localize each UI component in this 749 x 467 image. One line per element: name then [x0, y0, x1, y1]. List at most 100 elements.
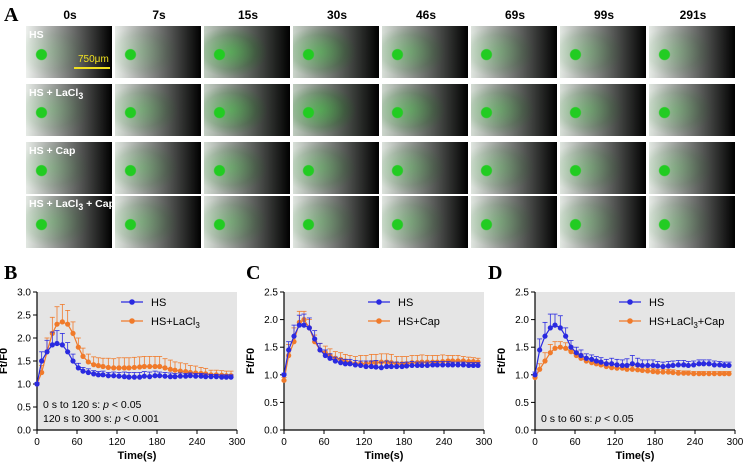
x-tick-label: 240 [189, 437, 206, 448]
legend-label: HS [649, 297, 664, 309]
legend-marker [627, 318, 633, 324]
series-blue [34, 330, 234, 387]
data-point [721, 362, 727, 369]
data-point [187, 373, 193, 379]
x-axis-label: Time(s) [118, 450, 157, 462]
data-point [696, 361, 702, 367]
fluorescence-image [649, 142, 735, 194]
data-point [685, 370, 691, 376]
data-point [105, 373, 111, 379]
data-point [157, 363, 163, 370]
y-tick-label: 1.5 [264, 343, 278, 354]
data-point [296, 322, 302, 328]
plot-area [37, 292, 237, 430]
time-label: 30s [326, 8, 348, 22]
x-tick-label: 120 [356, 437, 373, 448]
data-point [706, 371, 712, 377]
data-point [639, 362, 645, 369]
data-point [655, 369, 661, 375]
data-point [434, 362, 440, 368]
y-tick-label: 2.5 [515, 288, 529, 299]
data-point [552, 322, 558, 328]
data-point [450, 362, 456, 368]
legend-label: HS [398, 297, 413, 309]
data-point [363, 363, 369, 370]
data-point [116, 365, 122, 371]
data-point [470, 362, 476, 369]
x-axis-label: Time(s) [616, 450, 655, 462]
data-point [445, 358, 451, 364]
data-point [137, 364, 143, 370]
data-point [157, 373, 163, 379]
fluorescence-image [382, 84, 468, 136]
legend-label: HS+Cap [398, 316, 440, 328]
data-point [675, 362, 681, 368]
fluorescence-image [293, 142, 379, 194]
data-point [332, 358, 338, 364]
legend-label: HS [151, 297, 166, 309]
scale-bar-label: 750μm [78, 54, 109, 65]
series-orange [34, 304, 234, 387]
data-point [650, 362, 656, 369]
y-axis-label: Ft/F0 [496, 348, 508, 374]
panel-label-c: C [246, 262, 261, 284]
data-point [624, 366, 630, 372]
data-point [203, 374, 209, 380]
data-point [696, 371, 702, 377]
data-point [111, 373, 117, 379]
data-point [281, 372, 287, 378]
fluorescence-image [26, 196, 112, 248]
data-point [91, 362, 97, 368]
fluorescence-image [560, 142, 646, 194]
panel-label-b: B [4, 262, 18, 284]
fluorescence-image [26, 84, 112, 136]
data-point [162, 373, 168, 379]
data-point [85, 369, 91, 376]
data-point [301, 322, 307, 328]
y-tick-label: 2.0 [17, 334, 31, 345]
fluorescence-image [382, 26, 468, 78]
data-point [589, 356, 595, 362]
x-tick-label: 120 [607, 437, 624, 448]
fluorescence-image [471, 196, 557, 248]
data-point [111, 365, 117, 371]
data-point [141, 373, 147, 379]
data-point [445, 362, 451, 368]
panel-label-d: D [488, 262, 503, 284]
data-point [368, 363, 374, 370]
series-orange [532, 341, 732, 381]
x-tick-label: 240 [436, 437, 453, 448]
data-point [384, 363, 390, 370]
data-point [691, 362, 697, 368]
legend-marker [129, 318, 135, 324]
data-point [681, 362, 687, 368]
data-point [126, 374, 132, 380]
data-point [137, 374, 143, 380]
time-label: 46s [415, 8, 437, 22]
data-point [609, 361, 615, 367]
fluorescence-image [649, 84, 735, 136]
stat-annotation: 0 s to 120 s: p < 0.05 [43, 399, 142, 411]
data-point [681, 370, 687, 376]
data-point [455, 362, 461, 368]
x-axis-label: Time(s) [365, 450, 404, 462]
x-tick-label: 60 [71, 437, 83, 448]
time-label: 7s [152, 8, 166, 22]
data-point [162, 365, 168, 371]
data-point [394, 363, 400, 370]
data-point [34, 381, 40, 387]
data-point [645, 362, 651, 369]
x-tick-label: 300 [727, 437, 744, 448]
data-point [460, 362, 466, 368]
data-point [670, 369, 676, 376]
data-point [717, 362, 723, 368]
data-point [105, 364, 111, 371]
x-tick-label: 180 [149, 437, 166, 448]
data-point [177, 368, 183, 374]
data-point [440, 362, 446, 368]
data-point [711, 362, 717, 368]
legend-label: HS+LaCl3 [151, 316, 200, 330]
data-point [537, 366, 543, 372]
x-tick-label: 0 [532, 437, 538, 448]
data-point [557, 325, 563, 331]
